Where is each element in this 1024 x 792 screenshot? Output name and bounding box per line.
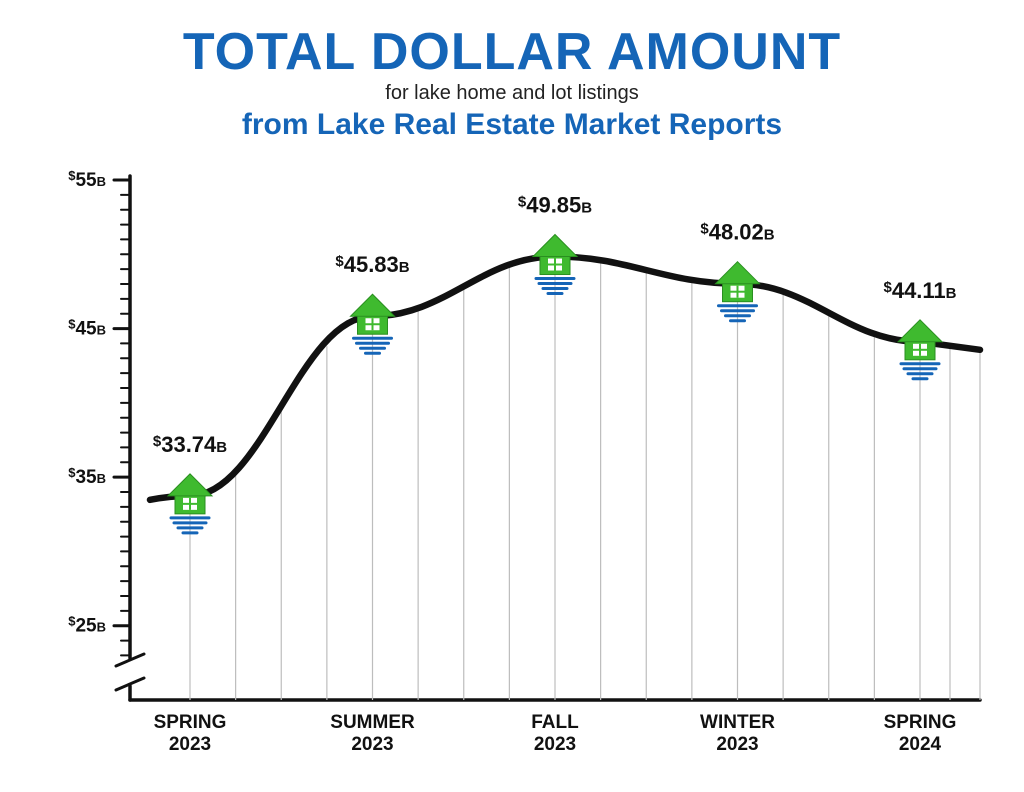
value-label: $45.83B xyxy=(335,252,409,277)
x-axis-label: SPRING xyxy=(884,712,957,733)
x-axis-label: WINTER xyxy=(700,712,775,733)
x-axis-label: SPRING xyxy=(154,712,227,733)
y-tick-label: $35B xyxy=(68,465,106,488)
drop-lines xyxy=(190,259,980,700)
value-label: $49.85B xyxy=(518,193,592,218)
x-axis-label: FALL xyxy=(531,712,579,733)
house-marker-icon xyxy=(898,320,942,379)
house-marker-icon xyxy=(168,474,212,533)
value-label: $44.11B xyxy=(883,278,956,303)
x-axis-label: 2024 xyxy=(899,734,942,755)
x-axis-label: 2023 xyxy=(351,734,393,755)
house-marker-icon xyxy=(716,262,760,321)
x-axis-label: SUMMER xyxy=(330,712,415,733)
y-tick-label: $45B xyxy=(68,317,106,340)
value-label: $48.02B xyxy=(700,220,774,245)
value-label: $33.74B xyxy=(153,432,227,457)
house-marker-icon xyxy=(533,235,577,294)
y-tick-label: $25B xyxy=(68,614,106,637)
x-axis-label: 2023 xyxy=(716,734,758,755)
x-axis-label: 2023 xyxy=(169,734,211,755)
house-marker-icon xyxy=(351,294,395,353)
x-axis-label: 2023 xyxy=(534,734,576,755)
chart-canvas: $25B$35B$45B$55B$33.74BSPRING2023$45.83B… xyxy=(0,0,1024,792)
trend-line xyxy=(150,257,980,500)
y-tick-label: $55B xyxy=(68,168,106,191)
